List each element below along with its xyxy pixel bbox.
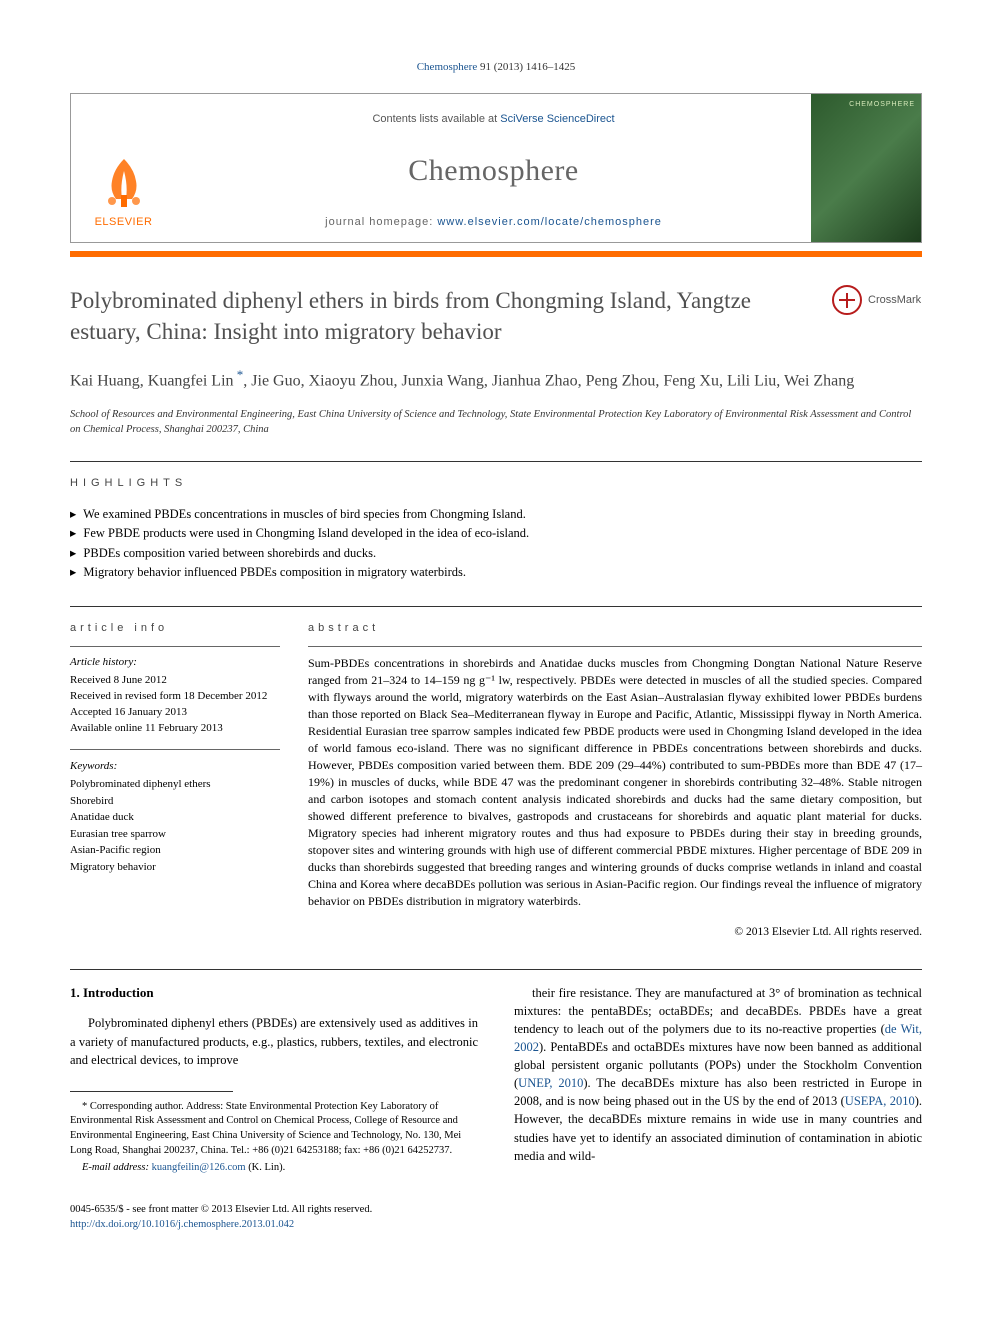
arrow-icon: ▸ bbox=[70, 507, 76, 521]
highlight-item: ▸ Migratory behavior influenced PBDEs co… bbox=[70, 564, 922, 582]
accent-bar bbox=[70, 251, 922, 257]
author-name: Wei Zhang bbox=[784, 373, 854, 390]
email-label: E-mail address: bbox=[82, 1162, 152, 1173]
section-heading: 1. Introduction bbox=[70, 984, 478, 1003]
arrow-icon: ▸ bbox=[70, 526, 76, 540]
doi-link[interactable]: http://dx.doi.org/10.1016/j.chemosphere.… bbox=[70, 1219, 294, 1230]
section-number: 1. bbox=[70, 985, 80, 1000]
homepage-prefix: journal homepage: bbox=[325, 216, 437, 228]
article-info-sidebar: article info Article history: Received 8… bbox=[70, 621, 280, 941]
abstract-heading: abstract bbox=[308, 621, 922, 636]
body-column-right: their fire resistance. They are manufact… bbox=[514, 984, 922, 1178]
abstract-copyright: © 2013 Elsevier Ltd. All rights reserved… bbox=[308, 924, 922, 940]
highlight-item: ▸ We examined PBDEs concentrations in mu… bbox=[70, 506, 922, 524]
author-name: Kai Huang bbox=[70, 373, 140, 390]
arrow-icon: ▸ bbox=[70, 546, 76, 560]
section-title: Introduction bbox=[83, 985, 154, 1000]
divider bbox=[70, 749, 280, 750]
keyword: Asian-Pacific region bbox=[70, 842, 280, 859]
front-matter-line: 0045-6535/$ - see front matter © 2013 El… bbox=[70, 1203, 922, 1218]
citation-line: Chemosphere 91 (2013) 1416–1425 bbox=[70, 60, 922, 75]
citation-ref: 91 (2013) 1416–1425 bbox=[477, 61, 575, 73]
abstract-column: abstract Sum-PBDEs concentrations in sho… bbox=[308, 621, 922, 941]
highlights-list: ▸ We examined PBDEs concentrations in mu… bbox=[70, 506, 922, 582]
journal-cover-thumbnail: CHEMOSPHERE bbox=[811, 94, 921, 242]
author-name: Kuangfei Lin bbox=[148, 373, 234, 390]
crossmark-label: CrossMark bbox=[868, 293, 921, 308]
highlight-item: ▸ Few PBDE products were used in Chongmi… bbox=[70, 525, 922, 543]
journal-homepage-line: journal homepage: www.elsevier.com/locat… bbox=[186, 215, 801, 230]
journal-homepage-link[interactable]: www.elsevier.com/locate/chemosphere bbox=[437, 216, 662, 228]
journal-header-box: ELSEVIER Contents lists available at Sci… bbox=[70, 93, 922, 243]
keyword: Shorebird bbox=[70, 793, 280, 810]
corresponding-mark[interactable]: * bbox=[234, 367, 244, 382]
affiliation: School of Resources and Environmental En… bbox=[70, 408, 922, 437]
highlight-item: ▸ PBDEs composition varied between shore… bbox=[70, 545, 922, 563]
sciencedirect-link[interactable]: SciVerse ScienceDirect bbox=[500, 113, 614, 125]
highlights-heading: highlights bbox=[70, 476, 922, 491]
journal-name: Chemosphere bbox=[186, 150, 801, 192]
divider bbox=[70, 606, 922, 607]
cover-title-text: CHEMOSPHERE bbox=[849, 100, 915, 110]
body-text: their fire resistance. They are manufact… bbox=[514, 986, 922, 1036]
divider bbox=[308, 646, 922, 647]
citation-journal-link[interactable]: Chemosphere bbox=[417, 61, 477, 73]
crossmark-icon bbox=[832, 285, 862, 315]
article-title: Polybrominated diphenyl ethers in birds … bbox=[70, 285, 812, 347]
corr-email-link[interactable]: kuangfeilin@126.com bbox=[152, 1162, 246, 1173]
publisher-name: ELSEVIER bbox=[95, 215, 153, 230]
history-line: Received in revised form 18 December 201… bbox=[70, 689, 280, 705]
article-history-label: Article history: bbox=[70, 655, 280, 671]
citation-link[interactable]: USEPA, 2010 bbox=[845, 1094, 915, 1108]
corr-author-address: * Corresponding author. Address: State E… bbox=[70, 1100, 478, 1159]
author-name: Jie Guo bbox=[251, 373, 300, 390]
keyword: Polybrominated diphenyl ethers bbox=[70, 776, 280, 793]
author-name: Feng Xu bbox=[663, 373, 719, 390]
history-line: Accepted 16 January 2013 bbox=[70, 705, 280, 721]
email-tail: (K. Lin). bbox=[246, 1162, 286, 1173]
corresponding-footnote: * Corresponding author. Address: State E… bbox=[70, 1100, 478, 1175]
author-name: Jianhua Zhao bbox=[492, 373, 578, 390]
keyword: Migratory behavior bbox=[70, 859, 280, 876]
keywords-label: Keywords: bbox=[70, 758, 280, 775]
publisher-logo-area: ELSEVIER bbox=[71, 94, 176, 242]
author-name: Xiaoyu Zhou bbox=[309, 373, 394, 390]
arrow-icon: ▸ bbox=[70, 565, 76, 579]
body-paragraph: Polybrominated diphenyl ethers (PBDEs) a… bbox=[70, 1014, 478, 1068]
abstract-text: Sum-PBDEs concentrations in shorebirds a… bbox=[308, 655, 922, 910]
author-list: Kai Huang, Kuangfei Lin *, Jie Guo, Xiao… bbox=[70, 365, 922, 393]
elsevier-tree-icon bbox=[94, 151, 154, 211]
divider bbox=[70, 461, 922, 462]
author-name: Junxia Wang bbox=[401, 373, 483, 390]
contents-prefix: Contents lists available at bbox=[372, 113, 500, 125]
keyword: Anatidae duck bbox=[70, 809, 280, 826]
contents-list-line: Contents lists available at SciVerse Sci… bbox=[186, 112, 801, 127]
keyword: Eurasian tree sparrow bbox=[70, 826, 280, 843]
body-column-left: 1. Introduction Polybrominated diphenyl … bbox=[70, 984, 478, 1178]
author-name: Lili Liu bbox=[727, 373, 776, 390]
article-info-heading: article info bbox=[70, 621, 280, 636]
author-name: Peng Zhou bbox=[586, 373, 656, 390]
crossmark-badge[interactable]: CrossMark bbox=[832, 285, 922, 315]
divider bbox=[70, 646, 280, 647]
history-line: Received 8 June 2012 bbox=[70, 673, 280, 689]
history-line: Available online 11 February 2013 bbox=[70, 721, 280, 737]
body-paragraph: their fire resistance. They are manufact… bbox=[514, 984, 922, 1165]
footnote-divider bbox=[70, 1091, 233, 1092]
divider bbox=[70, 969, 922, 970]
page-footer: 0045-6535/$ - see front matter © 2013 El… bbox=[70, 1203, 922, 1232]
citation-link[interactable]: UNEP, 2010 bbox=[518, 1076, 583, 1090]
